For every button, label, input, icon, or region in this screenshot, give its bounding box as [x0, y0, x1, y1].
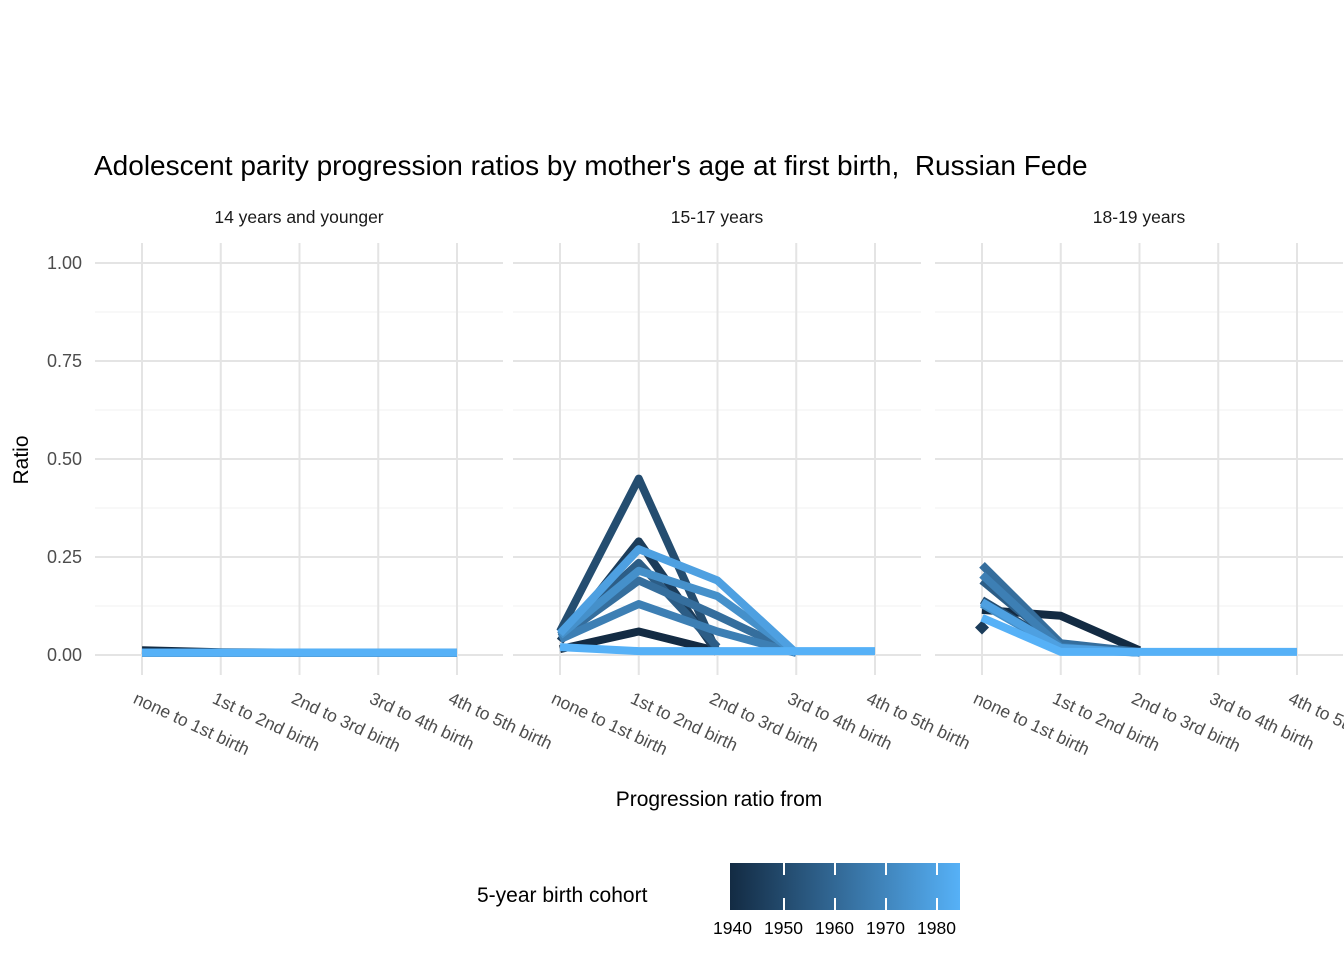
- legend-colorbar-tick: [884, 863, 887, 875]
- facet-strip-label: 15-17 years: [670, 207, 764, 227]
- series-line-1940: [559, 627, 719, 655]
- facet-panel-3: [935, 243, 1343, 675]
- legend-colorbar-tick: [833, 898, 836, 910]
- plot-title: Adolescent parity progression ratios by …: [94, 150, 1088, 181]
- series-line-1965: [558, 600, 798, 657]
- legend-year-label: 1940: [713, 918, 752, 938]
- legend-year-label: 1970: [866, 918, 905, 938]
- y-tick-label: 0.50: [46, 449, 82, 469]
- facet-panel-1: [95, 243, 503, 675]
- series-line-1980: [980, 614, 1297, 656]
- legend-title: 5-year birth cohort: [477, 884, 648, 907]
- series-line-1960: [557, 576, 798, 657]
- facet-strip-label: 14 years and younger: [214, 207, 384, 227]
- legend-colorbar-tick: [782, 898, 785, 910]
- y-tick-label: 0.00: [46, 645, 82, 665]
- facet-panel-2: [513, 243, 921, 675]
- series-point-1945: [975, 620, 989, 635]
- x-axis-title: Progression ratio from: [615, 788, 823, 811]
- legend-year-label: 1980: [917, 918, 956, 938]
- legend-colorbar: [730, 863, 960, 910]
- legend-year-label: 1950: [764, 918, 803, 938]
- legend-colorbar-tick: [935, 863, 938, 875]
- legend-colorbar-tick: [833, 863, 836, 875]
- series-line-1970: [557, 566, 799, 657]
- y-tick-label: 1.00: [46, 253, 82, 273]
- series-line-1980: [559, 643, 875, 656]
- series-line-1975: [557, 545, 799, 656]
- legend-colorbar-tick: [782, 863, 785, 875]
- y-tick-label: 0.75: [46, 351, 82, 371]
- legend-year-label: 1960: [815, 918, 854, 938]
- series-line-1950: [556, 474, 722, 655]
- legend-colorbar-tick: [935, 898, 938, 910]
- facet-strip-label: 18-19 years: [1092, 207, 1186, 227]
- legend-colorbar-tick: [884, 898, 887, 910]
- y-tick-label: 0.25: [46, 547, 82, 567]
